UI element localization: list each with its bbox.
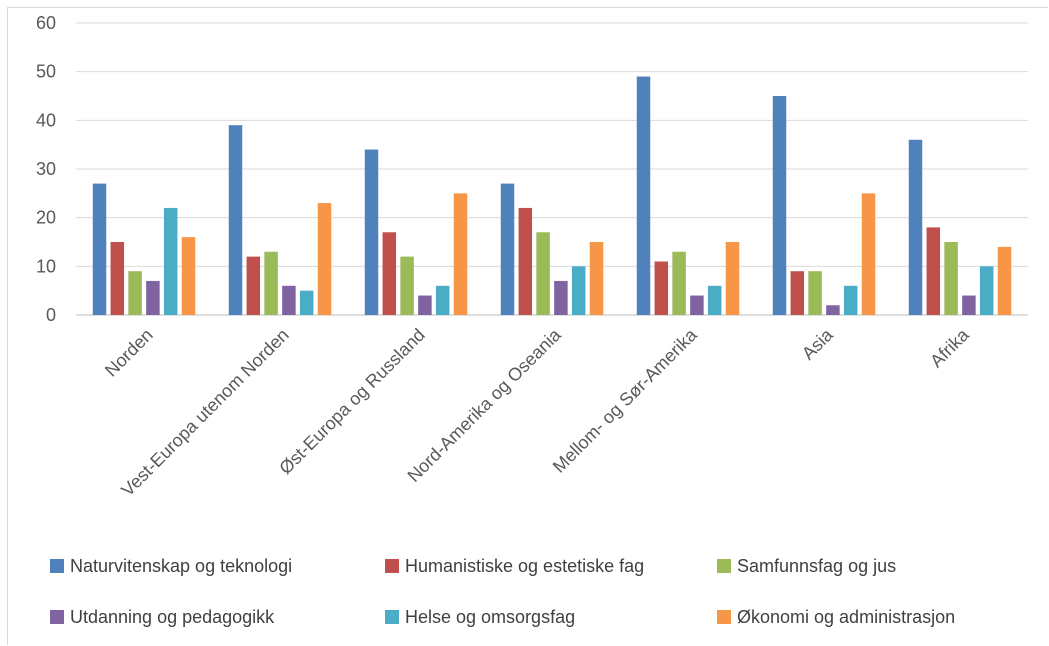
bar xyxy=(962,295,976,315)
bar xyxy=(282,285,296,315)
legend-label: Naturvitenskap og teknologi xyxy=(70,556,292,576)
legend-swatch xyxy=(50,610,64,624)
bar xyxy=(536,232,550,315)
y-tick-label: 30 xyxy=(36,159,56,179)
bar xyxy=(843,285,858,315)
legend-label: Samfunnsfag og jus xyxy=(737,556,896,576)
y-tick-label: 40 xyxy=(36,110,56,130)
y-tick-label: 60 xyxy=(36,13,56,33)
bar xyxy=(772,96,787,315)
bar xyxy=(246,256,261,315)
bar xyxy=(944,242,958,315)
bar xyxy=(997,246,1012,315)
bar xyxy=(453,193,468,315)
legend: Naturvitenskap og teknologi Humanistiske … xyxy=(50,556,955,627)
bar xyxy=(979,266,994,315)
bar xyxy=(181,237,196,315)
bar xyxy=(808,271,822,315)
bar xyxy=(790,271,805,315)
legend-swatch xyxy=(50,559,64,573)
y-axis-ticks: 0 10 20 30 40 50 60 xyxy=(36,13,56,325)
bar xyxy=(400,256,414,315)
y-tick-label: 50 xyxy=(36,62,56,82)
bar xyxy=(690,295,704,315)
gridlines xyxy=(76,22,1028,316)
bar xyxy=(926,227,941,315)
bar xyxy=(128,271,142,315)
bars xyxy=(92,76,1012,316)
bar xyxy=(725,242,740,315)
y-tick-label: 10 xyxy=(36,256,56,276)
bar xyxy=(364,149,379,315)
bar xyxy=(110,242,125,315)
bar xyxy=(518,207,533,315)
y-tick-label: 20 xyxy=(36,208,56,228)
bar xyxy=(299,290,314,315)
legend-swatch xyxy=(385,610,399,624)
bar xyxy=(146,280,160,315)
bar xyxy=(382,232,397,315)
bar xyxy=(908,139,923,315)
legend-label: Humanistiske og estetiske fag xyxy=(405,556,644,576)
bar xyxy=(500,183,515,315)
chart-frame xyxy=(7,7,1048,645)
bar xyxy=(672,251,686,315)
bar xyxy=(264,251,278,315)
bar xyxy=(554,280,568,315)
x-category-label: Mellom- og Sør-Amerika xyxy=(549,324,702,477)
x-category-label: Norden xyxy=(101,325,157,381)
bar xyxy=(707,285,722,315)
legend-swatch xyxy=(717,610,731,624)
bar xyxy=(861,193,876,315)
x-category-label: Nord-Amerika og Oseania xyxy=(404,324,566,486)
bar xyxy=(826,305,840,315)
bar xyxy=(418,295,432,315)
bar xyxy=(317,203,332,315)
bar xyxy=(654,261,669,315)
legend-label: Helse og omsorgsfag xyxy=(405,607,575,627)
bar xyxy=(636,76,651,316)
bar xyxy=(589,242,604,315)
x-category-label: Øst-Europa og Russland xyxy=(275,325,429,479)
y-tick-label: 0 xyxy=(46,305,56,325)
legend-swatch xyxy=(385,559,399,573)
bar xyxy=(228,125,243,315)
legend-label: Økonomi og administrasjon xyxy=(737,607,955,627)
legend-swatch xyxy=(717,559,731,573)
bar xyxy=(163,207,178,315)
bar xyxy=(92,183,107,315)
legend-label: Utdanning og pedagogikk xyxy=(70,607,275,627)
x-category-label: Afrika xyxy=(926,324,973,371)
x-category-label: Asia xyxy=(798,324,838,364)
bar xyxy=(571,266,586,315)
bar xyxy=(435,285,450,315)
